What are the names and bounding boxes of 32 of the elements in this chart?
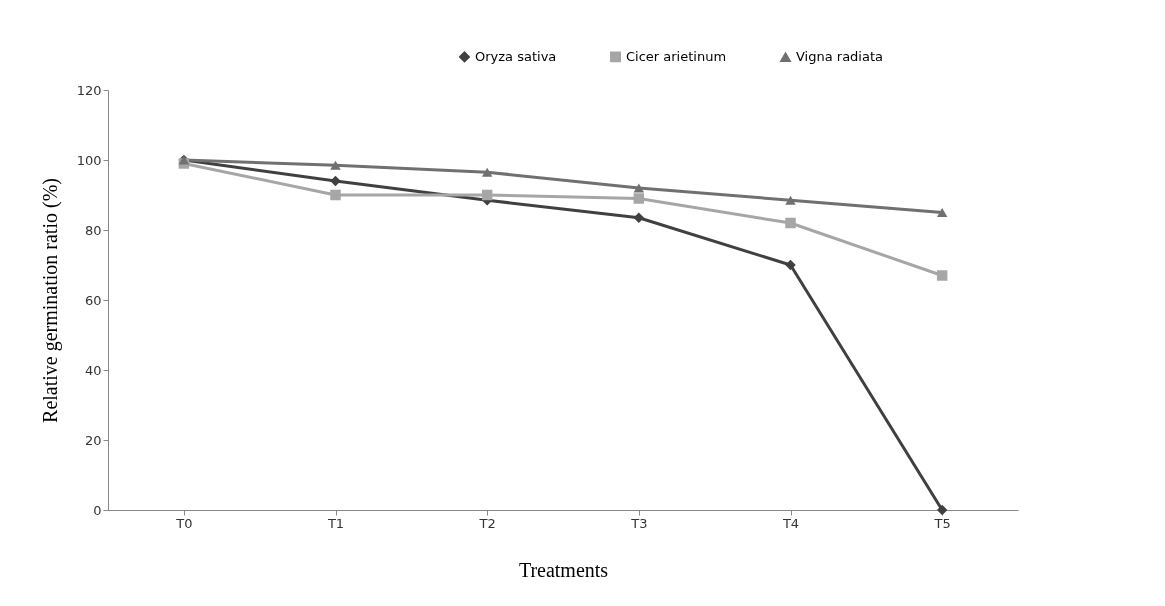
x-tick-label: T5: [933, 515, 951, 531]
legend-label: Cicer arietinum: [626, 48, 727, 64]
legend-label: Vigna radiata: [796, 49, 884, 65]
point: [481, 167, 493, 177]
y-tick-label: 20: [84, 432, 102, 448]
point: [936, 504, 948, 516]
point: [481, 189, 493, 201]
x-axis-title: Treatments: [518, 558, 609, 581]
point: [785, 217, 796, 229]
point: [936, 270, 948, 281]
point: [633, 193, 645, 204]
x-tick-label: T2: [478, 515, 496, 531]
y-tick-label: 120: [76, 82, 102, 98]
legend-label: Oryza sativa: [475, 48, 557, 64]
x-tick-label: T0: [175, 515, 193, 531]
point: [936, 207, 948, 218]
y-axis-title: Relative germination ratio (%): [38, 178, 62, 423]
point: [633, 212, 645, 223]
y-tick-label: 100: [76, 152, 102, 168]
x-tick-label: T1: [326, 515, 345, 531]
y-tick-label: 60: [84, 292, 102, 308]
point: [785, 259, 796, 271]
y-tick-label: 80: [84, 222, 102, 238]
x-tick-label: T3: [630, 515, 648, 531]
x-tick-label: T4: [781, 515, 800, 531]
point: [330, 189, 341, 201]
point: [785, 195, 796, 205]
y-tick-label: 40: [84, 362, 102, 378]
point: [330, 175, 341, 187]
point: [633, 183, 645, 193]
y-tick-label: 0: [93, 502, 102, 518]
point: [330, 160, 341, 170]
